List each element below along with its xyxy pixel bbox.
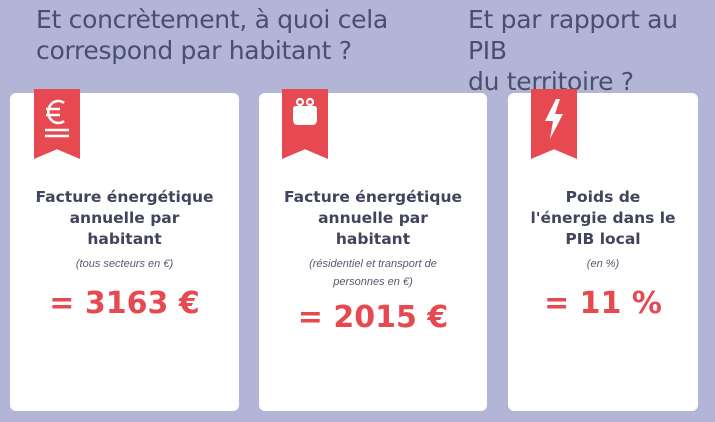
card-title-line: habitant xyxy=(87,230,162,248)
card-title: Facture énergétique annuelle par habitan… xyxy=(259,187,487,250)
heading-line: correspond par habitant ? xyxy=(36,36,352,65)
card-note: (en %) xyxy=(508,255,698,273)
heading-line: Et concrètement, à quoi cela xyxy=(36,5,388,34)
card-energy-share-gdp: Poids de l'énergie dans le PIB local (en… xyxy=(508,89,698,411)
card-energy-bill-all-sectors: Facture énergétique annuelle par habitan… xyxy=(10,89,239,411)
card-title-line: Facture énergétique xyxy=(35,188,214,206)
card-title-line: annuelle par xyxy=(318,209,428,227)
card-value: = 3163 € xyxy=(49,286,200,321)
card-title-line: Poids de xyxy=(565,188,641,206)
euro-icon xyxy=(34,89,80,159)
card-note-line: (en %) xyxy=(586,258,620,270)
card-title-line: l'énergie dans le xyxy=(530,209,676,227)
heading-gdp: Et par rapport au PIB du territoire ? xyxy=(468,4,715,97)
card-title-line: PIB local xyxy=(565,230,641,248)
card-energy-bill-residential: Facture énergétique annuelle par habitan… xyxy=(259,89,487,411)
card-title-line: annuelle par xyxy=(69,209,180,227)
card-note: (tous secteurs en €) xyxy=(10,255,239,273)
card-title-line: Facture énergétique xyxy=(283,188,462,206)
card-note-line: personnes en €) xyxy=(333,276,413,288)
heading-per-inhabitant: Et concrètement, à quoi cela correspond … xyxy=(36,4,388,66)
lightning-icon xyxy=(531,89,577,159)
card-note-line: (tous secteurs en €) xyxy=(75,258,174,270)
card-title: Poids de l'énergie dans le PIB local xyxy=(508,187,698,250)
card-note-line: (résidentiel et transport de xyxy=(309,258,437,270)
card-value: = 2015 € xyxy=(297,300,449,335)
card-title: Facture énergétique annuelle par habitan… xyxy=(10,187,239,250)
card-value: = 11 % xyxy=(544,286,662,321)
card-note: (résidentiel et transport de personnes e… xyxy=(259,255,487,291)
heading-line: Et par rapport au PIB xyxy=(468,5,678,65)
card-title-line: habitant xyxy=(335,230,411,248)
purse-icon xyxy=(282,89,328,159)
